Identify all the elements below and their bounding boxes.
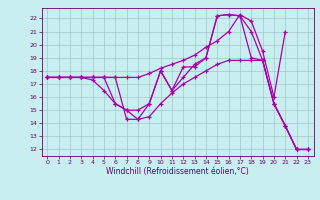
X-axis label: Windchill (Refroidissement éolien,°C): Windchill (Refroidissement éolien,°C) [106, 167, 249, 176]
